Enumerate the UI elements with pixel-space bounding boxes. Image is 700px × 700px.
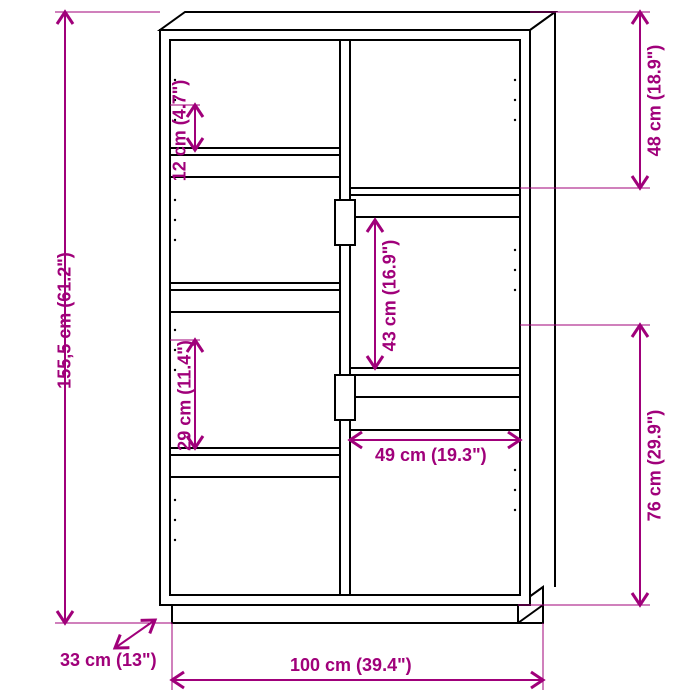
dim-depth: 33 cm (13") [60, 650, 157, 671]
dim-width: 100 cm (39.4") [290, 655, 412, 676]
furniture-diagram [0, 0, 700, 700]
dim-total-height: 155,5 cm (61.2") [55, 221, 76, 421]
dim-43cm: 43 cm (16.9") [380, 226, 401, 366]
dim-76cm: 76 cm (29.9") [645, 396, 666, 536]
dim-29cm: 29 cm (11.4") [175, 326, 196, 466]
dim-12cm: 12 cm (4.7") [170, 71, 191, 191]
dim-49cm: 49 cm (19.3") [375, 445, 487, 466]
dim-48cm: 48 cm (18.9") [645, 31, 666, 171]
cabinet-outline [160, 12, 555, 623]
diagram-container: 155,5 cm (61.2") 12 cm (4.7") 29 cm (11.… [0, 0, 700, 700]
